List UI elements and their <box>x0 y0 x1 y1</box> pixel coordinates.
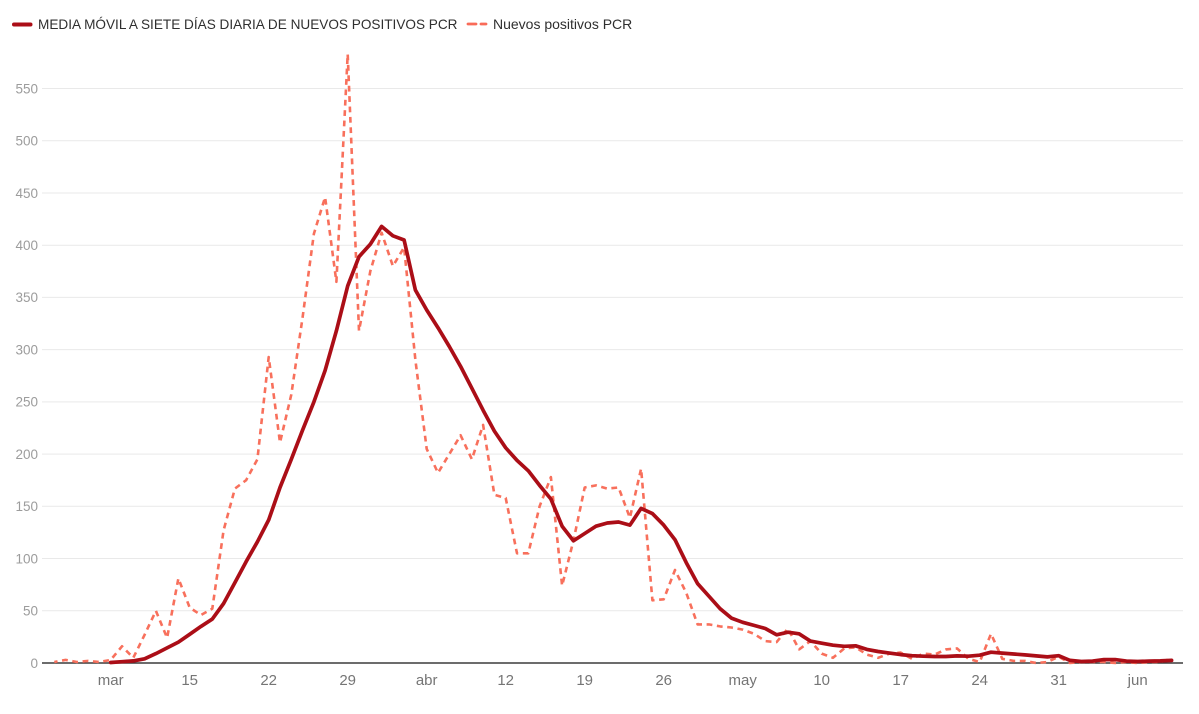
svg-text:22: 22 <box>260 672 277 689</box>
svg-text:450: 450 <box>15 186 38 201</box>
svg-text:may: may <box>729 672 758 689</box>
svg-text:12: 12 <box>497 672 514 689</box>
svg-text:400: 400 <box>15 238 38 253</box>
svg-text:26: 26 <box>655 672 672 689</box>
svg-text:150: 150 <box>15 499 38 514</box>
svg-text:500: 500 <box>15 134 38 149</box>
svg-text:100: 100 <box>15 551 38 566</box>
svg-text:0: 0 <box>30 656 38 671</box>
svg-text:31: 31 <box>1050 672 1067 689</box>
svg-text:29: 29 <box>339 672 356 689</box>
svg-text:abr: abr <box>416 672 438 689</box>
svg-text:300: 300 <box>15 342 38 357</box>
svg-text:350: 350 <box>15 290 38 305</box>
svg-text:17: 17 <box>892 672 909 689</box>
svg-text:250: 250 <box>15 395 38 410</box>
svg-text:50: 50 <box>23 604 38 619</box>
svg-text:550: 550 <box>15 81 38 96</box>
svg-text:15: 15 <box>181 672 198 689</box>
svg-text:mar: mar <box>98 672 124 689</box>
svg-text:Nuevos positivos PCR: Nuevos positivos PCR <box>493 16 632 32</box>
svg-text:jun: jun <box>1127 672 1148 689</box>
svg-text:10: 10 <box>813 672 830 689</box>
svg-text:200: 200 <box>15 447 38 462</box>
svg-text:24: 24 <box>971 672 988 689</box>
svg-text:19: 19 <box>576 672 593 689</box>
svg-text:MEDIA MÓVIL A SIETE DÍAS DIARI: MEDIA MÓVIL A SIETE DÍAS DIARIA DE NUEVO… <box>38 17 458 32</box>
